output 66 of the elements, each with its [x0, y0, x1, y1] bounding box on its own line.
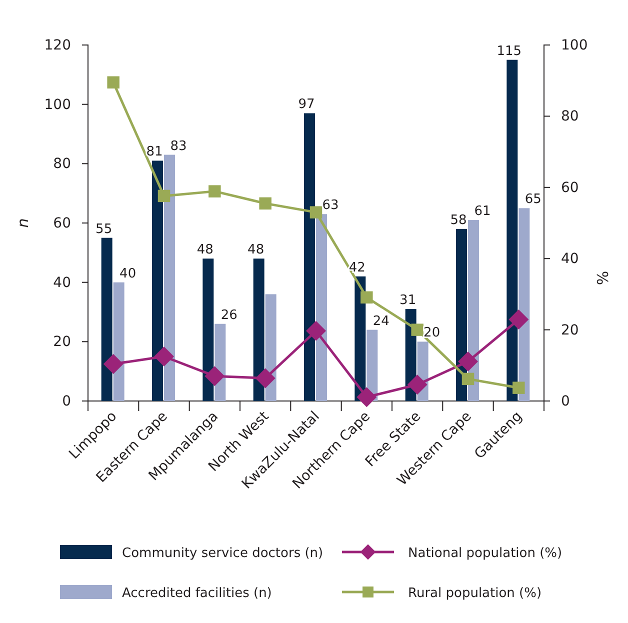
point [462, 372, 474, 386]
data-label: 61 [474, 204, 491, 220]
data-label: 63 [322, 198, 339, 214]
point [306, 320, 326, 341]
bar [304, 113, 315, 401]
point [310, 206, 322, 218]
y-tick-label: 40 [53, 274, 71, 291]
point [255, 368, 276, 388]
point [512, 382, 525, 394]
point [360, 291, 373, 304]
legend-label: Rural population (%) [408, 586, 542, 601]
legend-label: Community service doctors (n) [122, 546, 324, 561]
bar [518, 208, 530, 401]
point [407, 374, 428, 395]
data-label: 115 [496, 44, 522, 59]
data-label: 97 [298, 97, 315, 112]
point [103, 354, 124, 374]
bar [202, 258, 214, 401]
data-label: 20 [424, 326, 440, 341]
data-label: 55 [96, 222, 112, 237]
data-label: 40 [120, 266, 136, 282]
bar [113, 282, 124, 401]
y-tick-label: 100 [44, 96, 71, 113]
data-label: 48 [248, 242, 264, 258]
data-label: 42 [348, 260, 366, 276]
y2-tick-label: 0 [561, 393, 570, 410]
bar [468, 220, 479, 401]
y-axis-title: n [14, 218, 32, 228]
point [208, 185, 221, 198]
point [411, 324, 424, 336]
bar [506, 60, 518, 401]
point [259, 197, 272, 210]
data-label: 31 [400, 293, 416, 308]
bar [152, 160, 163, 401]
y2-tick-label: 100 [561, 37, 588, 54]
data-label: 81 [146, 144, 163, 160]
y2-axis-title: % [594, 270, 612, 286]
y2-tick-label: 80 [561, 108, 579, 125]
bar [316, 214, 327, 401]
point [107, 76, 120, 89]
data-label: 83 [170, 138, 187, 154]
y-tick-label: 20 [53, 334, 71, 350]
data-label: 58 [450, 212, 467, 228]
point [356, 387, 377, 408]
y-tick-label: 60 [53, 215, 71, 232]
point [204, 366, 225, 386]
data-label: 48 [196, 242, 214, 258]
legend-label: Accredited facilities (n) [122, 586, 272, 601]
y2-tick-label: 40 [561, 251, 579, 268]
bar [253, 258, 264, 401]
data-label: 26 [220, 308, 238, 323]
y2-tick-label: 20 [561, 322, 579, 338]
point [158, 190, 170, 202]
y-tick-label: 80 [53, 156, 71, 172]
bar [164, 154, 175, 401]
bar [101, 238, 112, 401]
legend-label: National population (%) [408, 546, 562, 561]
y2-tick-label: 60 [561, 180, 579, 196]
data-label: 65 [524, 192, 542, 208]
bar [456, 228, 467, 401]
y-tick-label: 0 [62, 393, 71, 410]
y-tick-label: 120 [44, 37, 71, 54]
point [458, 351, 478, 372]
point [508, 309, 529, 330]
point [154, 346, 174, 366]
data-label: 24 [372, 314, 390, 329]
